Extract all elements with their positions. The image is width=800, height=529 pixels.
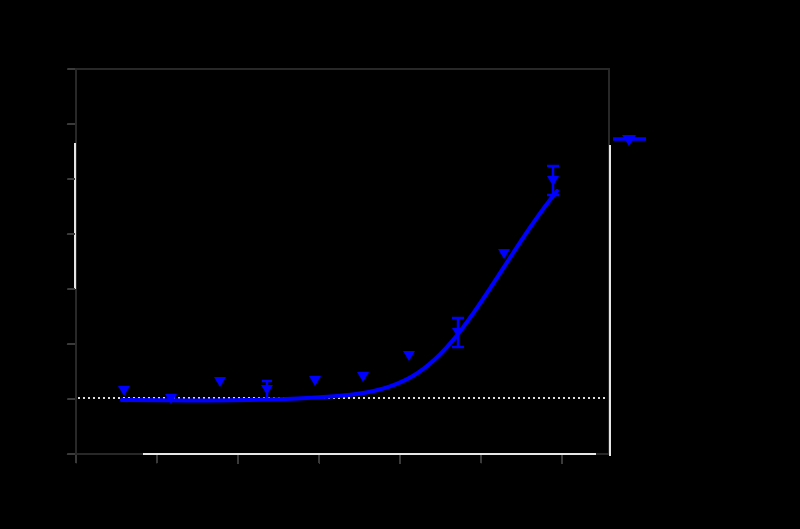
x-tick	[480, 455, 482, 464]
y-tick	[66, 178, 75, 180]
baseline-dotted-line	[78, 397, 608, 399]
x-tick	[75, 455, 77, 464]
plot-frame-left-highlight	[74, 143, 76, 289]
y-tick	[66, 288, 75, 290]
x-tick	[318, 455, 320, 464]
x-tick-label: 1	[313, 461, 323, 478]
y-tick-label: 2.0	[45, 224, 68, 241]
x-tick	[561, 455, 563, 464]
x-tick-label: 0.1	[225, 461, 249, 478]
y-tick-label: 1.0	[45, 334, 68, 351]
y-tick	[66, 453, 75, 455]
x-tick	[237, 455, 239, 464]
chart-title: Binding of anti-GD2 mAb to GD2 by ELISA	[70, 14, 553, 40]
x-tick-label: 10	[390, 461, 408, 478]
legend-marker	[613, 135, 646, 146]
x-axis-title: Concentration of antibody (log M)	[170, 486, 466, 508]
x-tick-label: 1000	[543, 461, 579, 478]
y-tick-label: 2.5	[45, 169, 68, 186]
y-tick-label: 3.0	[45, 114, 68, 131]
x-tick-label: 100	[466, 461, 494, 478]
y-tick	[66, 123, 75, 125]
plot-frame-bottom-highlight	[143, 453, 596, 455]
x-tick-label: 0	[70, 461, 80, 478]
y-tick	[66, 398, 75, 400]
x-tick	[399, 455, 401, 464]
y-tick	[66, 343, 75, 345]
x-tick-label: 0.01	[140, 461, 172, 478]
y-tick-label: 3.5	[45, 59, 68, 76]
y-axis-title: OD (450 nm)	[4, 236, 27, 353]
y-tick	[66, 233, 75, 235]
y-tick-label: 0.5	[45, 389, 68, 406]
ec50-annotation: EC50 = 230.9 nM	[256, 261, 429, 283]
y-tick-label: 1.5	[45, 279, 68, 296]
x-tick	[156, 455, 158, 464]
data-point-markers	[118, 176, 559, 404]
y-tick-label: 0.0	[45, 444, 68, 461]
plot-frame-right-highlight	[609, 145, 611, 456]
legend-label: mAb anti-GD2	[652, 129, 767, 149]
fit-curve	[120, 189, 559, 403]
y-tick	[66, 68, 75, 70]
